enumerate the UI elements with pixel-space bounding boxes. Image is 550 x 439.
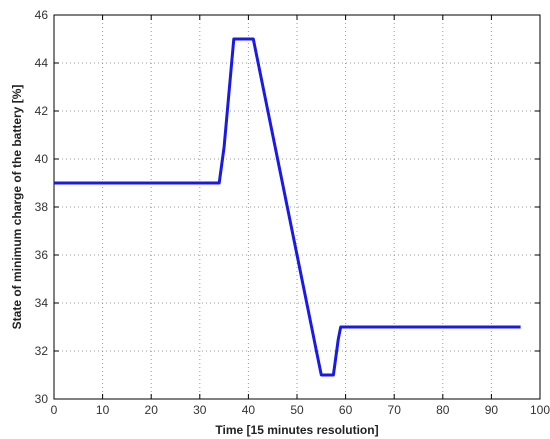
y-tick-label: 32 [35, 344, 49, 358]
x-tick-label: 60 [339, 403, 353, 417]
y-tick-label: 44 [35, 56, 49, 70]
data-series [54, 37, 521, 377]
y-tick-label: 38 [35, 200, 49, 214]
y-tick-label: 30 [35, 392, 49, 406]
x-tick-label: 0 [51, 403, 58, 417]
x-tick-label: 70 [388, 403, 402, 417]
x-tick-label: 50 [290, 403, 304, 417]
axis-ticks: 0 10 20 30 40 50 60 70 80 90 100 30 32 34 36 38 40 42 44 46 [35, 8, 550, 417]
y-tick-label: 36 [35, 248, 49, 262]
x-tick-label: 20 [145, 403, 159, 417]
x-tick-label: 100 [530, 403, 550, 417]
x-axis-label: Time [15 minutes resolution] [215, 423, 378, 437]
y-tick-label: 34 [35, 296, 49, 310]
x-tick-label: 80 [436, 403, 450, 417]
y-tick-label: 42 [35, 104, 49, 118]
x-tick-label: 30 [193, 403, 207, 417]
y-axis-label: State of minimum charge of the battery [… [10, 85, 24, 330]
x-tick-label: 40 [242, 403, 256, 417]
y-tick-label: 40 [35, 152, 49, 166]
y-tick-label: 46 [35, 8, 49, 22]
x-tick-label: 90 [485, 403, 499, 417]
grid-lines [54, 15, 540, 399]
series-line [54, 37, 521, 377]
x-tick-label: 10 [96, 403, 110, 417]
